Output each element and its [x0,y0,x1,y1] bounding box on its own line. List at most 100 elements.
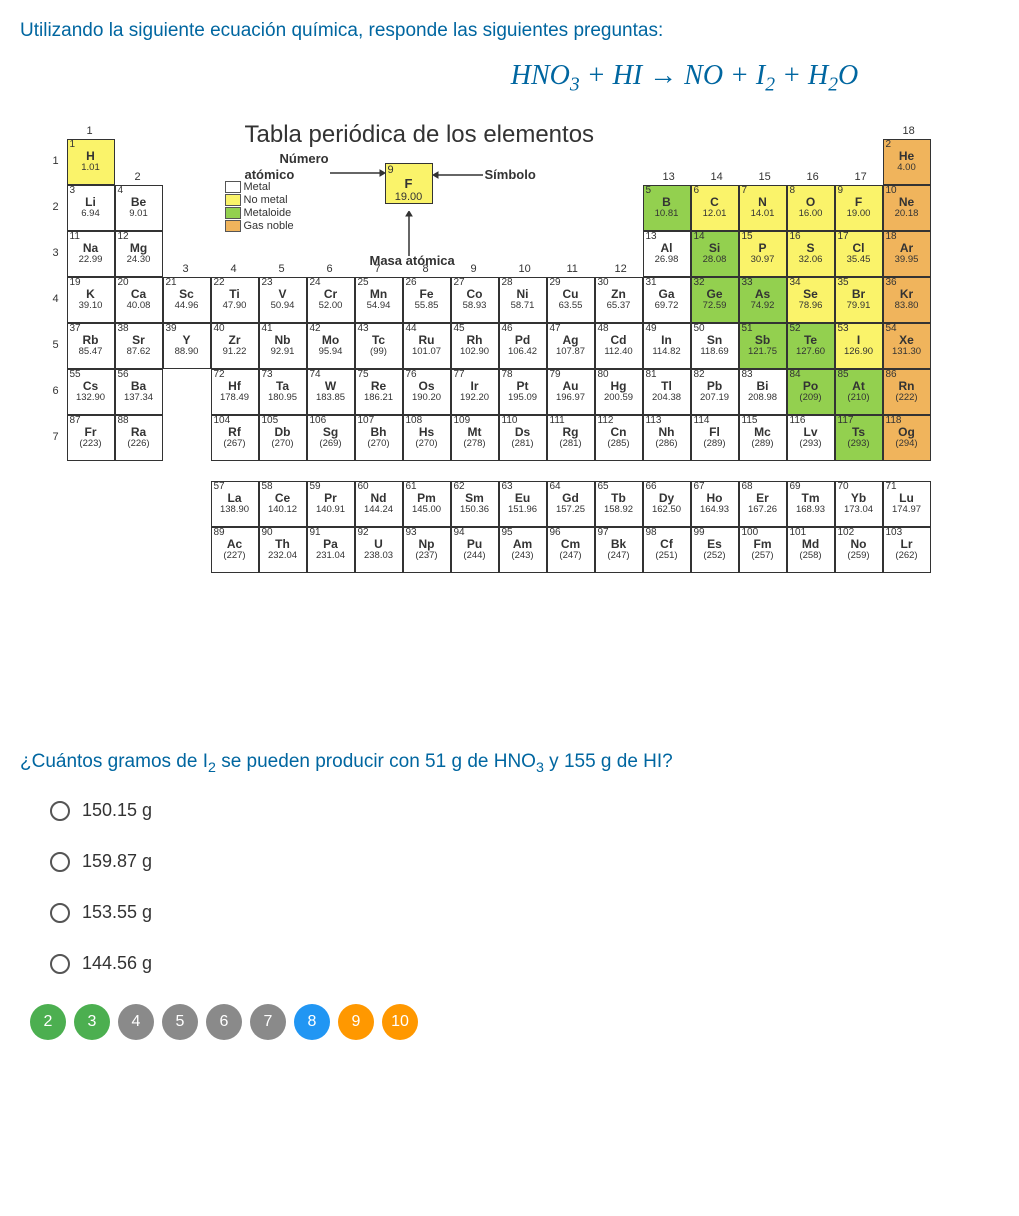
element-cell-Rf: 104Rf(267) [211,415,259,461]
period-label: 7 [53,431,59,443]
group-label: 7 [375,263,381,275]
element-cell-B: 5B10.81 [643,185,691,231]
element-cell-Ru: 44Ru101.07 [403,323,451,369]
element-cell-Sr: 38Sr87.62 [115,323,163,369]
group-label: 11 [567,263,578,275]
element-cell-Yb: 70Yb173.04 [835,481,883,527]
element-cell-Mg: 12Mg24.30 [115,231,163,277]
element-cell-Ba: 56Ba137.34 [115,369,163,415]
element-cell-Ta: 73Ta180.95 [259,369,307,415]
element-cell-Ga: 31Ga69.72 [643,277,691,323]
element-cell-Cu: 29Cu63.55 [547,277,595,323]
element-cell-Ge: 32Ge72.59 [691,277,739,323]
element-cell-Re: 75Re186.21 [355,369,403,415]
element-cell-Tl: 81Tl204.38 [643,369,691,415]
element-cell-Sb: 51Sb121.75 [739,323,787,369]
answer-option-3[interactable]: 153.55 g [50,902,999,923]
element-cell-Bi: 83Bi208.98 [739,369,787,415]
element-cell-N: 7N14.01 [739,185,787,231]
element-cell-Ho: 67Ho164.93 [691,481,739,527]
element-cell-Lr: 103Lr(262) [883,527,931,573]
nav-question-4[interactable]: 4 [118,1004,154,1040]
group-label: 6 [327,263,333,275]
period-label: 1 [53,155,59,167]
element-cell-Cd: 48Cd112.40 [595,323,643,369]
period-label: 4 [53,293,59,305]
element-cell-Mn: 25Mn54.94 [355,277,403,323]
element-cell-Rh: 45Rh102.90 [451,323,499,369]
element-cell-Xe: 54Xe131.30 [883,323,931,369]
period-label: 5 [53,339,59,351]
element-cell-Ne: 10Ne20.18 [883,185,931,231]
element-cell-I: 53I126.90 [835,323,883,369]
pt-grid: 12345678910111213141516171812345671H1.01… [25,121,995,711]
element-cell-Cl: 17Cl35.45 [835,231,883,277]
group-label: 16 [807,171,819,183]
element-cell-Mo: 42Mo95.94 [307,323,355,369]
nav-question-5[interactable]: 5 [162,1004,198,1040]
radio-icon[interactable] [50,852,70,872]
answer-option-4[interactable]: 144.56 g [50,953,999,974]
element-cell-Nb: 41Nb92.91 [259,323,307,369]
element-cell-Mc: 115Mc(289) [739,415,787,461]
answer-option-2[interactable]: 159.87 g [50,851,999,872]
period-label: 2 [53,201,59,213]
element-cell-Md: 101Md(258) [787,527,835,573]
element-cell-O: 8O16.00 [787,185,835,231]
element-cell-Cn: 112Cn(285) [595,415,643,461]
element-cell-Ra: 88Ra(226) [115,415,163,461]
element-cell-Tc: 43Tc(99) [355,323,403,369]
element-cell-Be: 4Be9.01 [115,185,163,231]
element-cell-Pb: 82Pb207.19 [691,369,739,415]
element-cell-S: 16S32.06 [787,231,835,277]
element-cell-Fl: 114Fl(289) [691,415,739,461]
radio-icon[interactable] [50,903,70,923]
nav-question-8[interactable]: 8 [294,1004,330,1040]
element-cell-Tm: 69Tm168.93 [787,481,835,527]
element-cell-Sm: 62Sm150.36 [451,481,499,527]
element-cell-He: 2He4.00 [883,139,931,185]
question-text: ¿Cuántos gramos de I2 se pueden producir… [20,751,999,776]
element-cell-Bk: 97Bk(247) [595,527,643,573]
element-cell-Er: 68Er167.26 [739,481,787,527]
element-cell-Pd: 46Pd106.42 [499,323,547,369]
element-cell-Dy: 66Dy162.50 [643,481,691,527]
group-label: 17 [855,171,867,183]
nav-question-7[interactable]: 7 [250,1004,286,1040]
element-cell-Np: 93Np(237) [403,527,451,573]
element-cell-Fr: 87Fr(223) [67,415,115,461]
element-cell-C: 6C12.01 [691,185,739,231]
group-label: 2 [135,171,141,183]
element-cell-Tb: 65Tb158.92 [595,481,643,527]
element-cell-Po: 84Po(209) [787,369,835,415]
element-cell-H: 1H1.01 [67,139,115,185]
nav-question-6[interactable]: 6 [206,1004,242,1040]
element-cell-Si: 14Si28.08 [691,231,739,277]
element-cell-Ir: 77Ir192.20 [451,369,499,415]
element-cell-No: 102No(259) [835,527,883,573]
element-cell-V: 23V50.94 [259,277,307,323]
nav-question-9[interactable]: 9 [338,1004,374,1040]
element-cell-Pr: 59Pr140.91 [307,481,355,527]
nav-question-2[interactable]: 2 [30,1004,66,1040]
question-navigation: 2345678910 [20,1004,999,1040]
element-cell-Au: 79Au196.97 [547,369,595,415]
element-cell-La: 57La138.90 [211,481,259,527]
nav-question-3[interactable]: 3 [74,1004,110,1040]
period-label: 6 [53,385,59,397]
element-cell-Sg: 106Sg(269) [307,415,355,461]
radio-icon[interactable] [50,954,70,974]
element-cell-Ce: 58Ce140.12 [259,481,307,527]
group-label: 1 [87,125,93,137]
radio-icon[interactable] [50,801,70,821]
nav-question-10[interactable]: 10 [382,1004,418,1040]
element-cell-Bh: 107Bh(270) [355,415,403,461]
element-cell-Sc: 21Sc44.96 [163,277,211,323]
element-cell-Am: 95Am(243) [499,527,547,573]
element-cell-Ac: 89Ac(227) [211,527,259,573]
element-cell-Eu: 63Eu151.96 [499,481,547,527]
period-label: 3 [53,247,59,259]
answer-option-1[interactable]: 150.15 g [50,800,999,821]
element-cell-Y: 39Y88.90 [163,323,211,369]
option-label: 150.15 g [82,800,152,821]
